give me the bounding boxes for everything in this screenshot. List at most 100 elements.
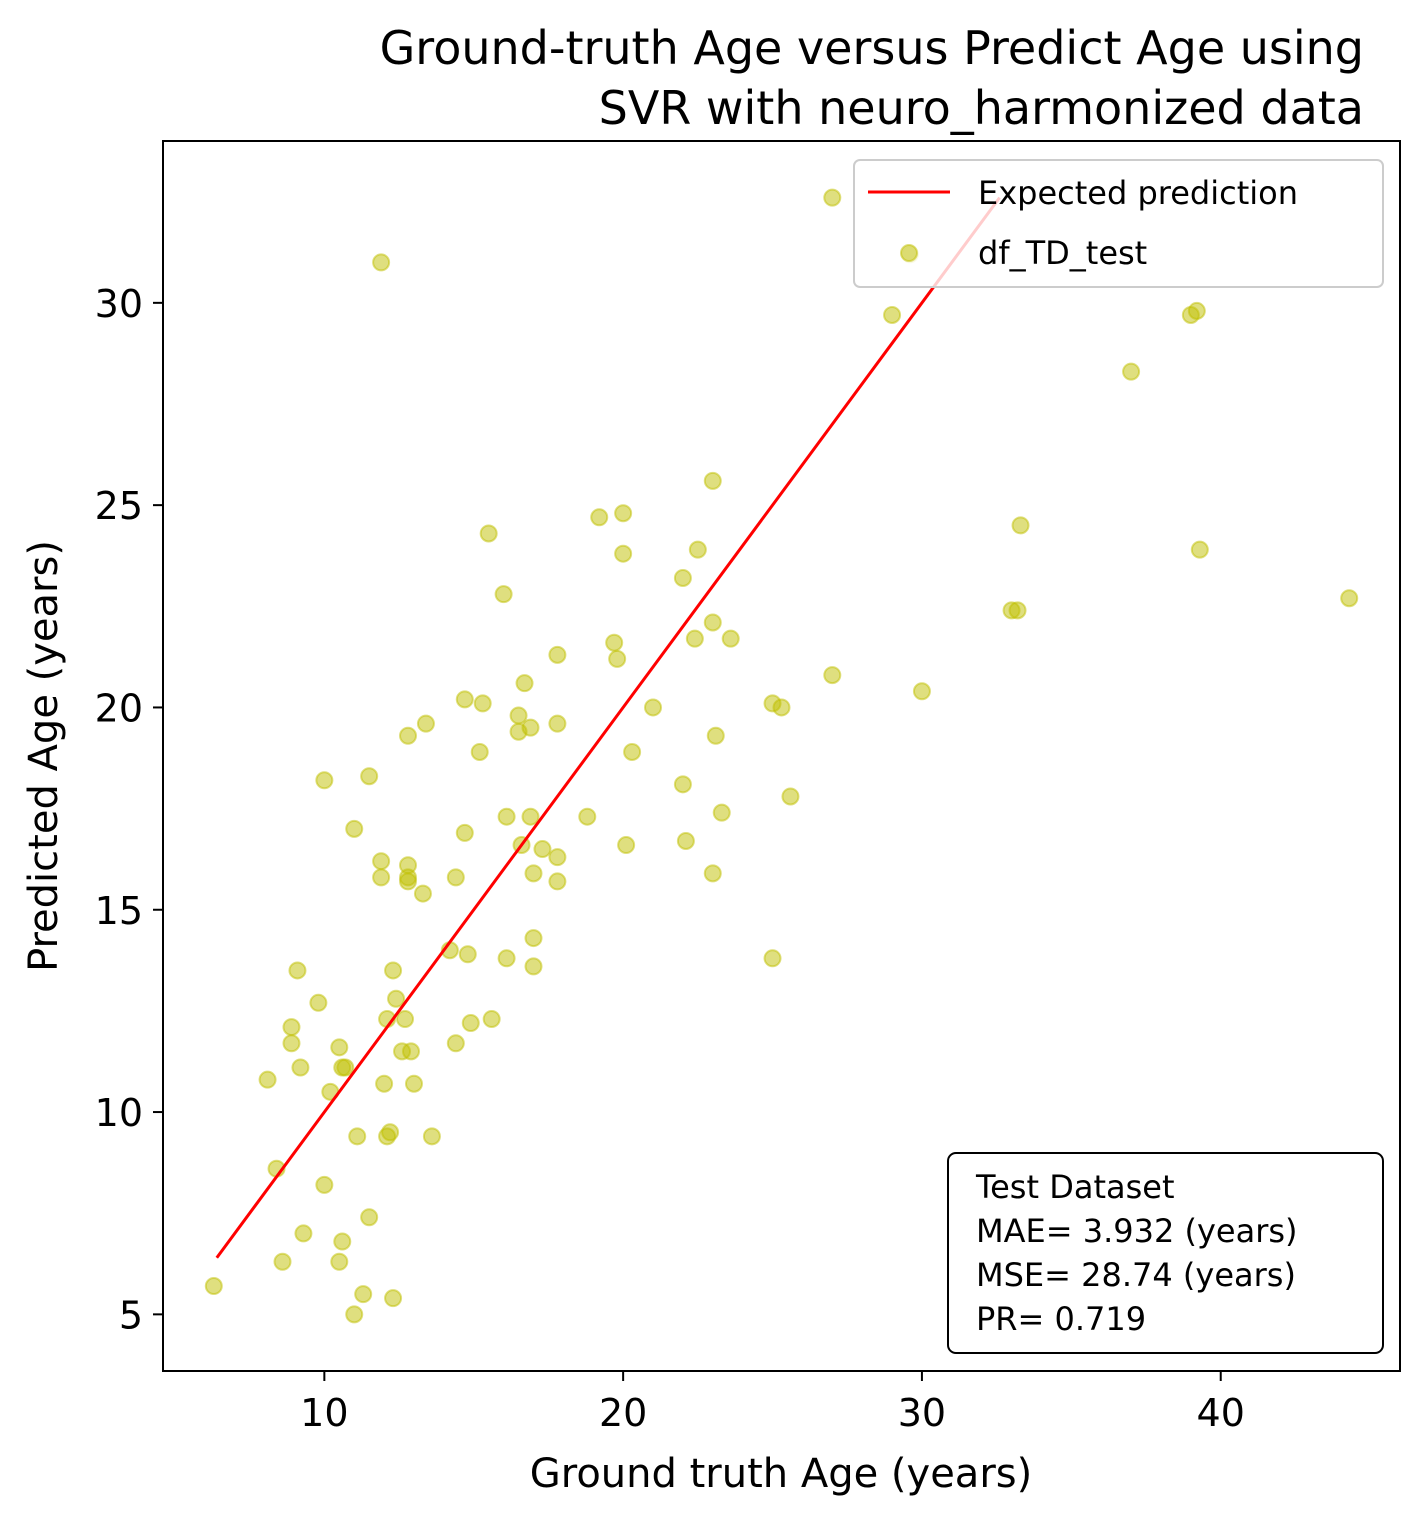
x-tick-label: 30 <box>898 1391 946 1435</box>
scatter-point <box>1340 589 1359 608</box>
expected-prediction-line-group <box>215 196 1001 1259</box>
scatter-point <box>494 585 513 604</box>
scatter-point <box>1122 362 1141 381</box>
scatter-point <box>703 471 722 490</box>
plot-area-frame <box>162 140 1401 1372</box>
scatter-point <box>345 1305 364 1324</box>
scatter-point <box>673 568 692 587</box>
scatter-point <box>413 884 432 903</box>
y-tick-label: 20 <box>95 686 143 730</box>
scatter-point <box>416 714 435 733</box>
x-tick-label: 10 <box>300 1391 348 1435</box>
scatter-point <box>479 524 498 543</box>
scatter-point <box>1190 540 1209 559</box>
scatter-point <box>548 714 567 733</box>
x-axis-label: Ground truth Age (years) <box>530 1451 1032 1497</box>
scatter-point <box>823 666 842 685</box>
scatter-point <box>470 742 489 761</box>
scatter-point <box>548 872 567 891</box>
scatter-point <box>258 1070 277 1089</box>
scatter-point <box>1187 301 1206 320</box>
scatter-point <box>360 1208 379 1227</box>
legend-box <box>853 159 1384 288</box>
scatter-point <box>315 771 334 790</box>
scatter-point <box>482 1009 501 1028</box>
scatter-point <box>446 1034 465 1053</box>
scatter-point <box>497 949 516 968</box>
scatter-point <box>288 961 307 980</box>
expected-prediction-line <box>215 196 1001 1259</box>
scatter-point <box>384 1289 403 1308</box>
scatter-point <box>345 819 364 838</box>
stats-line-mae: MAE= 3.932 (years) <box>976 1212 1298 1250</box>
scatter-point <box>763 949 782 968</box>
scatter-point <box>461 1014 480 1033</box>
scatter-point <box>399 856 418 875</box>
scatter-point <box>404 1074 423 1093</box>
scatter-point <box>644 698 663 717</box>
scatter-point <box>614 544 633 563</box>
scatter-point <box>273 1252 292 1271</box>
scatter-point <box>721 629 740 648</box>
scatter-point <box>384 961 403 980</box>
scatter-point <box>381 1123 400 1142</box>
scatter-point <box>204 1277 223 1296</box>
scatter-point <box>524 864 543 883</box>
scatter-point <box>422 1127 441 1146</box>
scatter-point <box>458 945 477 964</box>
scatter-point <box>375 1074 394 1093</box>
scatter-point <box>772 698 791 717</box>
scatter-point <box>703 864 722 883</box>
legend-entry-expected-prediction: Expected prediction <box>978 174 1298 212</box>
stats-line-pr: PR= 0.719 <box>976 1300 1146 1338</box>
x-tick-label: 20 <box>599 1391 647 1435</box>
scatter-point <box>1008 601 1027 620</box>
scatter-point <box>673 775 692 794</box>
scatter-point <box>336 1058 355 1077</box>
scatter-point <box>688 540 707 559</box>
scatter-point <box>509 706 528 725</box>
y-tick-label: 15 <box>95 889 143 933</box>
scatter-point <box>524 929 543 948</box>
scatter-point <box>497 807 516 826</box>
x-axis-ticks: 10 20 30 40 <box>300 1371 1245 1435</box>
scatter-point <box>515 674 534 693</box>
legend-entry-df-td-test: df_TD_test <box>978 234 1147 272</box>
scatter-point <box>590 508 609 527</box>
y-tick-label: 5 <box>119 1293 143 1337</box>
scatter-point <box>372 253 391 272</box>
scatter-point <box>548 848 567 867</box>
scatter-point <box>387 989 406 1008</box>
scatter-point <box>623 742 642 761</box>
legend: Expected prediction df_TD_test <box>853 159 1384 288</box>
x-tick-label: 40 <box>1197 1391 1245 1435</box>
scatter-point <box>608 649 627 668</box>
scatter-point <box>372 868 391 887</box>
scatter-point <box>354 1285 373 1304</box>
y-tick-label: 25 <box>95 484 143 528</box>
scatter-point <box>455 823 474 842</box>
scatter-point <box>315 1175 334 1194</box>
chart-title-line-2: SVR with neuro_harmonized data <box>599 81 1364 135</box>
y-tick-label: 30 <box>95 282 143 326</box>
scatter-point <box>533 840 552 859</box>
scatter-point <box>455 690 474 709</box>
y-axis-label: Predicted Age (years) <box>21 540 67 972</box>
scatter-point <box>360 767 379 786</box>
scatter-point <box>781 787 800 806</box>
scatter-point <box>617 836 636 855</box>
scatter-point <box>912 682 931 701</box>
scatter-point <box>333 1232 352 1251</box>
scatter-point <box>330 1252 349 1271</box>
scatter-point <box>712 803 731 822</box>
scatter-point <box>706 726 725 745</box>
scatter-point <box>521 807 540 826</box>
scatter-point <box>521 718 540 737</box>
scatter-point <box>401 1042 420 1061</box>
scatter-point <box>676 831 695 850</box>
scatter-point <box>1011 516 1030 535</box>
scatter-point <box>396 1009 415 1028</box>
scatter-point <box>703 613 722 632</box>
scatter-point <box>399 726 418 745</box>
